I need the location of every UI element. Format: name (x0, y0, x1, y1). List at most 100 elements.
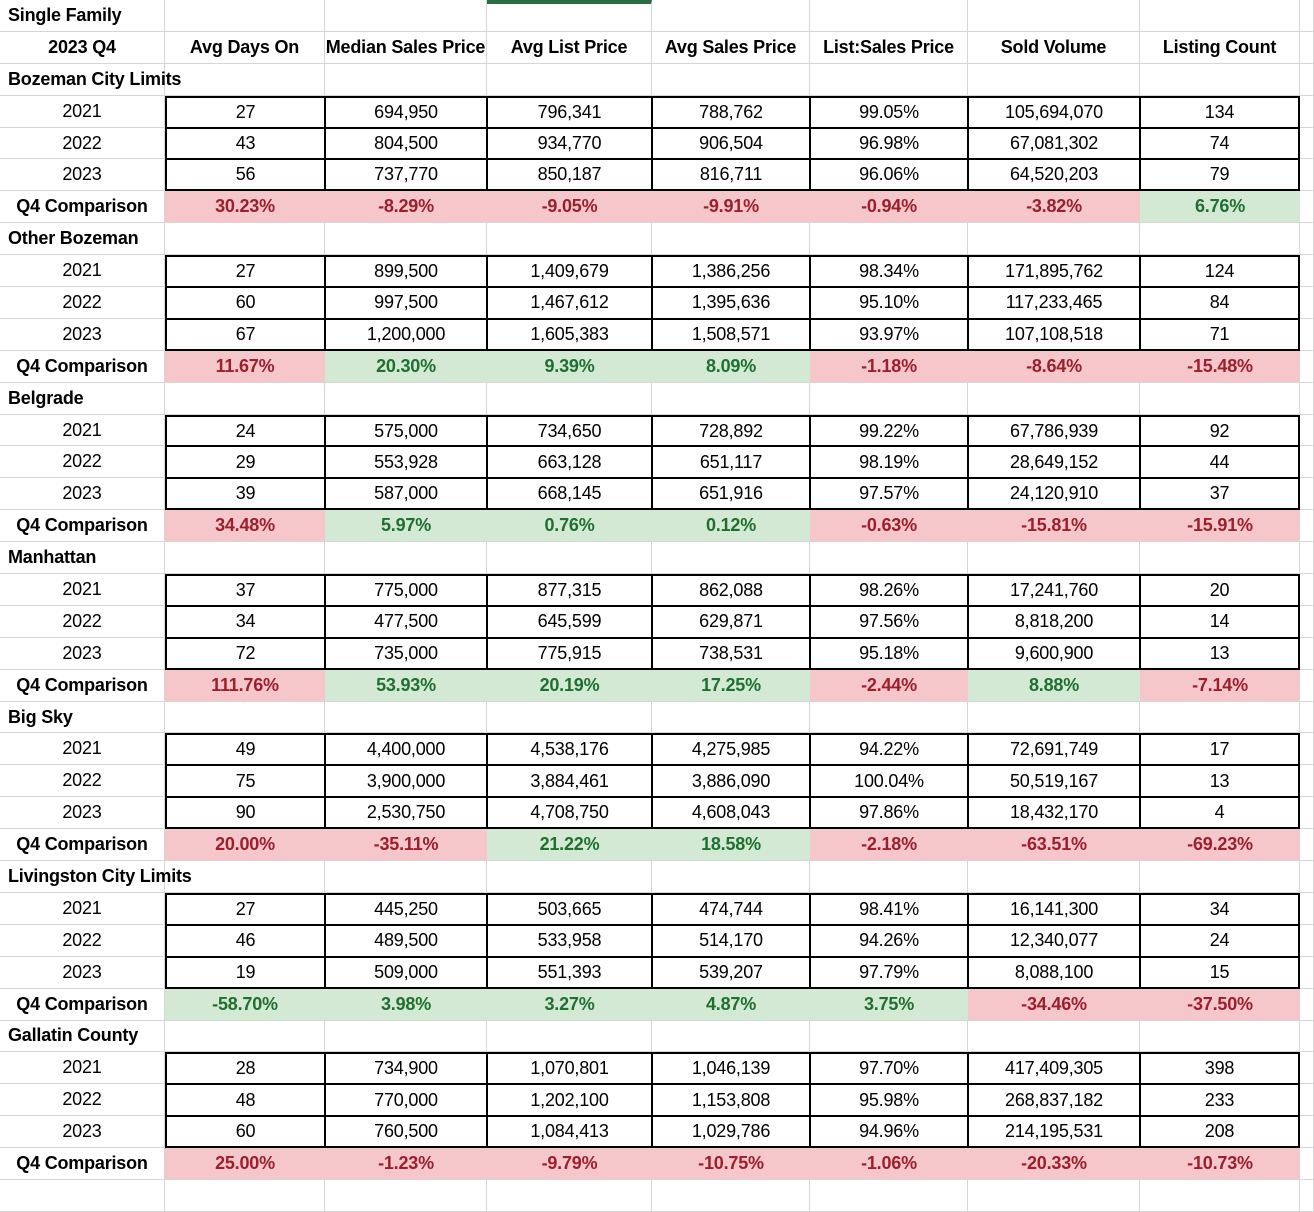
empty-cell[interactable] (652, 542, 810, 575)
comparison-value-cell[interactable]: -9.79% (487, 1148, 652, 1180)
data-value-cell[interactable]: 50,519,167 (968, 765, 1140, 798)
data-value-cell[interactable]: 37 (165, 574, 325, 606)
data-value-cell[interactable]: 60 (165, 1116, 325, 1149)
comparison-value-cell[interactable]: 21.22% (487, 829, 652, 862)
data-value-cell[interactable]: 13 (1140, 765, 1300, 798)
empty-cell[interactable] (165, 63, 325, 96)
empty-cell[interactable] (1300, 956, 1314, 989)
empty-cell[interactable] (1300, 765, 1314, 798)
empty-cell[interactable] (652, 223, 810, 256)
year-label-cell[interactable]: 2023 (0, 637, 165, 670)
data-value-cell[interactable]: 96.06% (810, 159, 968, 192)
empty-cell[interactable] (1300, 446, 1314, 479)
data-value-cell[interactable]: 214,195,531 (968, 1116, 1140, 1149)
column-header-cell[interactable]: List:Sales Price (810, 31, 968, 64)
comparison-value-cell[interactable]: -34.46% (968, 988, 1140, 1021)
comparison-value-cell[interactable]: 8.09% (652, 350, 810, 383)
data-value-cell[interactable]: 48 (165, 1084, 325, 1117)
comparison-value-cell[interactable]: -10.73% (1140, 1148, 1300, 1180)
data-value-cell[interactable]: 98.26% (810, 574, 968, 606)
empty-cell[interactable] (652, 382, 810, 415)
data-value-cell[interactable]: 1,386,256 (652, 255, 810, 288)
data-value-cell[interactable]: 67,786,939 (968, 414, 1140, 447)
data-value-cell[interactable]: 16,141,300 (968, 892, 1140, 925)
comparison-value-cell[interactable]: 3.75% (810, 988, 968, 1021)
empty-cell[interactable] (810, 1020, 968, 1053)
empty-cell[interactable] (652, 861, 810, 893)
comparison-value-cell[interactable]: 34.48% (165, 510, 325, 543)
empty-cell[interactable] (1300, 733, 1314, 766)
data-value-cell[interactable]: 20 (1140, 574, 1300, 606)
data-value-cell[interactable]: 134 (1140, 95, 1300, 128)
empty-cell[interactable] (487, 701, 652, 734)
data-value-cell[interactable]: 117,233,465 (968, 287, 1140, 319)
empty-cell[interactable] (1300, 159, 1314, 192)
column-header-cell[interactable]: Avg Days On (165, 31, 325, 64)
data-value-cell[interactable]: 3,884,461 (487, 765, 652, 798)
data-value-cell[interactable]: 738,531 (652, 637, 810, 670)
empty-cell[interactable] (1300, 0, 1314, 32)
comparison-value-cell[interactable]: -1.18% (810, 350, 968, 383)
data-value-cell[interactable]: 551,393 (487, 956, 652, 989)
comparison-value-cell[interactable]: 30.23% (165, 191, 325, 224)
data-value-cell[interactable]: 1,046,139 (652, 1052, 810, 1085)
comparison-value-cell[interactable]: -10.75% (652, 1148, 810, 1180)
year-label-cell[interactable]: 2022 (0, 287, 165, 319)
empty-cell[interactable] (0, 1179, 165, 1212)
empty-cell[interactable] (165, 0, 325, 32)
empty-cell[interactable] (810, 382, 968, 415)
data-value-cell[interactable]: 27 (165, 95, 325, 128)
data-value-cell[interactable]: 3,900,000 (325, 765, 487, 798)
comparison-value-cell[interactable]: -9.05% (487, 191, 652, 224)
empty-cell[interactable] (1300, 637, 1314, 670)
data-value-cell[interactable]: 509,000 (325, 956, 487, 989)
year-label-cell[interactable]: 2023 (0, 1116, 165, 1149)
data-value-cell[interactable]: 268,837,182 (968, 1084, 1140, 1117)
comparison-label-cell[interactable]: Q4 Comparison (0, 829, 165, 862)
data-value-cell[interactable]: 477,500 (325, 605, 487, 638)
empty-cell[interactable] (1300, 318, 1314, 351)
empty-cell[interactable] (325, 0, 487, 32)
data-value-cell[interactable]: 1,202,100 (487, 1084, 652, 1117)
data-value-cell[interactable]: 67 (165, 318, 325, 351)
comparison-value-cell[interactable]: -8.64% (968, 350, 1140, 383)
comparison-value-cell[interactable]: -20.33% (968, 1148, 1140, 1180)
empty-cell[interactable] (1300, 350, 1314, 383)
comparison-value-cell[interactable]: -0.63% (810, 510, 968, 543)
year-label-cell[interactable]: 2022 (0, 446, 165, 479)
data-value-cell[interactable]: 1,395,636 (652, 287, 810, 319)
data-value-cell[interactable]: 97.79% (810, 956, 968, 989)
data-value-cell[interactable]: 208 (1140, 1116, 1300, 1149)
empty-cell[interactable] (652, 1179, 810, 1212)
empty-cell[interactable] (1300, 542, 1314, 575)
comparison-value-cell[interactable]: 20.19% (487, 669, 652, 702)
empty-cell[interactable] (810, 861, 968, 893)
data-value-cell[interactable]: 587,000 (325, 478, 487, 511)
empty-cell[interactable] (165, 382, 325, 415)
comparison-value-cell[interactable]: 0.76% (487, 510, 652, 543)
data-value-cell[interactable]: 107,108,518 (968, 318, 1140, 351)
data-value-cell[interactable]: 906,504 (652, 127, 810, 160)
comparison-value-cell[interactable]: -69.23% (1140, 829, 1300, 862)
data-value-cell[interactable]: 651,916 (652, 478, 810, 511)
empty-cell[interactable] (1140, 701, 1300, 734)
comparison-label-cell[interactable]: Q4 Comparison (0, 510, 165, 543)
year-label-cell[interactable]: 2021 (0, 892, 165, 925)
empty-cell[interactable] (325, 861, 487, 893)
comparison-value-cell[interactable]: 18.58% (652, 829, 810, 862)
data-value-cell[interactable]: 24 (1140, 924, 1300, 957)
comparison-label-cell[interactable]: Q4 Comparison (0, 1148, 165, 1180)
empty-cell[interactable] (810, 63, 968, 96)
data-value-cell[interactable]: 850,187 (487, 159, 652, 192)
data-value-cell[interactable]: 770,000 (325, 1084, 487, 1117)
data-value-cell[interactable]: 98.34% (810, 255, 968, 288)
data-value-cell[interactable]: 94.22% (810, 733, 968, 766)
data-value-cell[interactable]: 417,409,305 (968, 1052, 1140, 1085)
column-header-cell[interactable]: Median Sales Price (325, 31, 487, 64)
data-value-cell[interactable]: 37 (1140, 478, 1300, 511)
empty-cell[interactable] (1300, 510, 1314, 543)
data-value-cell[interactable]: 651,117 (652, 446, 810, 479)
data-value-cell[interactable]: 9,600,900 (968, 637, 1140, 670)
empty-cell[interactable] (810, 542, 968, 575)
data-value-cell[interactable]: 97.70% (810, 1052, 968, 1085)
